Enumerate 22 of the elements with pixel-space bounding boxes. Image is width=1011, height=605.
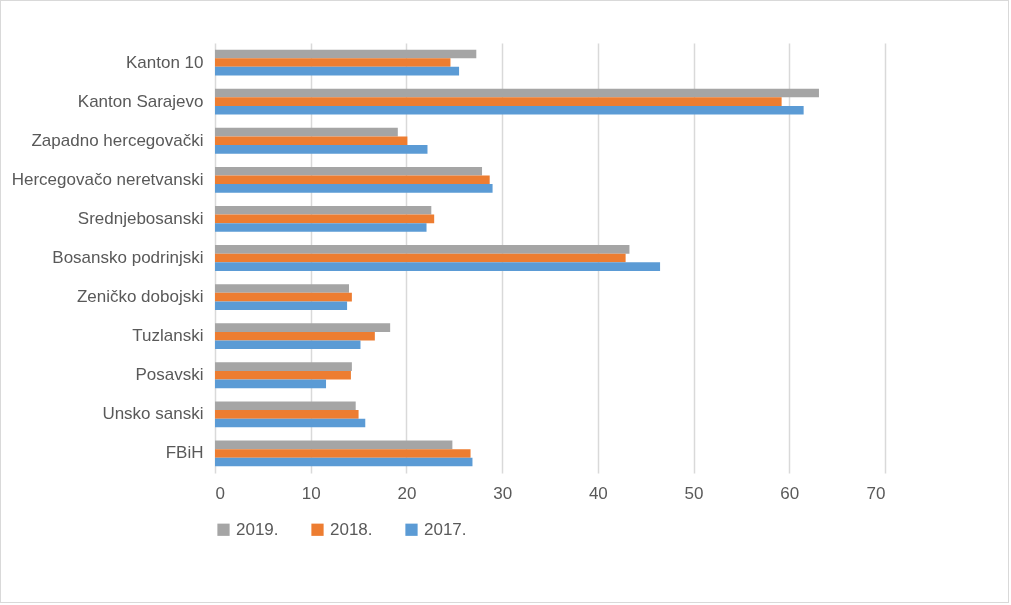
x-tick-label: 20 [397, 483, 417, 503]
x-tick-label: 10 [301, 483, 321, 503]
x-tick-label: 40 [588, 483, 608, 503]
y-tick-label: Zapadno hercegovački [31, 130, 204, 150]
y-tick-label: Tuzlanski [132, 326, 204, 346]
y-tick-label: Posavski [135, 365, 204, 385]
y-tick-label: Kanton Sarajevo [77, 91, 204, 111]
legend-label: 2017. [424, 519, 467, 539]
y-tick-label: Srednjebosanski [77, 208, 204, 228]
legend-label: 2019. [236, 519, 279, 539]
x-tick-label: 30 [493, 483, 513, 503]
legend-label: 2018. [330, 519, 373, 539]
y-tick-label: FBiH [165, 443, 204, 463]
x-tick-label: 60 [780, 483, 800, 503]
y-tick-label: Kanton 10 [125, 52, 204, 72]
x-tick-label: 0 [215, 483, 225, 503]
y-tick-label: Bosansko podrinjski [52, 248, 204, 267]
y-tick-label: Unsko sanski [102, 404, 204, 424]
x-tick-label: 70 [866, 483, 886, 503]
x-tick-label: 50 [684, 483, 704, 503]
y-tick-label: Zeničko dobojski [76, 287, 204, 307]
y-tick-label: Hercegovačo neretvanski [11, 169, 204, 189]
